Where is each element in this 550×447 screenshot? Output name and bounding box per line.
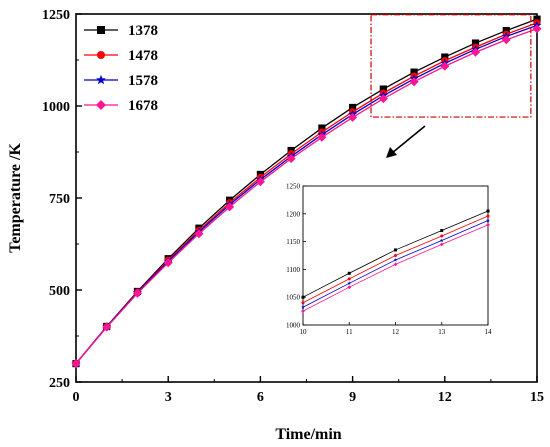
inset-x-tick-label: 10 <box>300 328 308 336</box>
legend-entry-1678: 1678 <box>84 98 158 114</box>
data-point-1678 <box>440 61 450 71</box>
data-point-1378 <box>410 68 418 76</box>
data-point-1378 <box>379 85 387 93</box>
x-tick-label: 3 <box>165 390 172 405</box>
legend-marker-1578 <box>96 74 106 85</box>
inset-data-point-1378 <box>347 271 351 275</box>
data-point-1378 <box>349 103 357 112</box>
inset-y-tick-label: 1000 <box>286 322 301 330</box>
inset-data-point-1678 <box>347 285 352 290</box>
inset-data-point-1678 <box>439 242 444 247</box>
inset-series-1378 <box>301 209 490 299</box>
data-point-1378 <box>502 26 510 35</box>
x-tick-label: 15 <box>530 390 544 405</box>
inset-data-point-1578 <box>393 258 398 262</box>
x-axis-title: Time/min <box>275 426 341 443</box>
inset-x-tick-label: 12 <box>392 328 400 336</box>
data-point-1678 <box>286 154 296 164</box>
inset-data-point-1478 <box>347 277 351 281</box>
data-point-1378 <box>318 124 326 132</box>
data-point-1378 <box>471 39 480 47</box>
inset-y-tick-label: 1150 <box>286 238 300 246</box>
data-point-1678 <box>317 132 327 142</box>
inset-data-point-1378 <box>394 248 397 252</box>
inset-y-tick-label: 1050 <box>286 294 301 302</box>
inset-y-tick-label: 1200 <box>286 210 301 218</box>
x-tick-label: 9 <box>349 390 356 405</box>
x-tick-label: 6 <box>257 390 264 405</box>
inset-data-point-1678 <box>393 262 398 267</box>
series-line-1678 <box>75 28 538 365</box>
inset-series-1578 <box>301 218 490 309</box>
inset-data-point-1378 <box>440 228 444 232</box>
inset-data-point-1678 <box>486 223 490 227</box>
zoom-region-box <box>370 14 532 118</box>
inset-data-point-1378 <box>301 295 305 299</box>
legend-entry-1378: 1378 <box>84 23 158 39</box>
series-1678 <box>71 24 542 369</box>
inset-data-point-1578 <box>347 281 352 285</box>
inset-x-tick-label: 13 <box>438 328 446 336</box>
data-point-1678 <box>532 24 542 34</box>
x-tick-label: 12 <box>438 390 452 405</box>
inset-plot: 10 11 12 13 14 1000 1050 1100 1150 1200 1250 <box>286 183 492 337</box>
data-point-1678 <box>194 229 204 239</box>
main-plot: 0 3 6 9 12 15 250 500 750 1000 1250 Time/min Tempera… <box>7 8 544 443</box>
inset-data-point-1578 <box>486 218 490 223</box>
data-point-1678 <box>409 77 419 87</box>
legend-label-1478: 1478 <box>128 48 158 64</box>
inset-x-tick-label: 14 <box>485 328 493 336</box>
inset-data-point-1678 <box>301 309 305 313</box>
data-point-1378 <box>441 53 449 61</box>
inset-data-point-1478 <box>486 214 490 218</box>
inset-y-tick-label: 1250 <box>286 183 301 191</box>
data-point-1678 <box>255 177 265 187</box>
inset-data-point-1578 <box>439 238 444 243</box>
zoom-arrow-head <box>386 147 397 158</box>
data-point-1678 <box>71 359 81 369</box>
data-point-1678 <box>225 202 235 212</box>
inset-y-tick-label: 1100 <box>286 266 300 274</box>
data-point-1678 <box>163 258 173 268</box>
y-tick-label: 750 <box>49 192 70 207</box>
data-point-1678 <box>471 47 481 57</box>
inset-data-point-1478 <box>394 254 397 257</box>
legend-marker-1378 <box>97 26 105 34</box>
legend-marker-1478 <box>97 51 105 59</box>
legend-entry-1578: 1578 <box>84 73 158 89</box>
inset-series-1678 <box>301 223 490 313</box>
zoom-arrow <box>391 125 426 154</box>
series-line-1578 <box>75 24 538 365</box>
y-tick-label: 1250 <box>42 8 70 23</box>
series-line-1378 <box>75 18 538 365</box>
data-point-1678 <box>132 288 142 298</box>
data-point-1678 <box>378 94 388 104</box>
data-point-1678 <box>501 35 511 45</box>
inset-x-tick-label: 11 <box>346 328 353 336</box>
inset-data-point-1478 <box>301 301 305 305</box>
legend-label-1578: 1578 <box>128 73 158 89</box>
legend: 1378 1478 1578 1678 <box>84 23 158 114</box>
legend-marker-1678 <box>96 100 106 110</box>
data-point-1678 <box>102 322 112 332</box>
y-tick-label: 1000 <box>42 100 70 115</box>
legend-label-1378: 1378 <box>128 23 158 39</box>
legend-label-1678: 1678 <box>128 98 158 114</box>
inset-series-1478 <box>301 214 490 305</box>
x-tick-label: 0 <box>73 390 80 405</box>
legend-entry-1478: 1478 <box>84 48 158 64</box>
y-axis-title: Temperature /K <box>7 143 24 253</box>
inset-data-point-1578 <box>301 305 305 309</box>
data-point-1678 <box>348 112 358 122</box>
inset-data-point-1478 <box>440 234 444 238</box>
data-point-1378 <box>533 15 541 23</box>
y-tick-label: 500 <box>49 284 70 299</box>
inset-data-point-1378 <box>486 209 490 213</box>
y-tick-label: 250 <box>49 376 70 391</box>
